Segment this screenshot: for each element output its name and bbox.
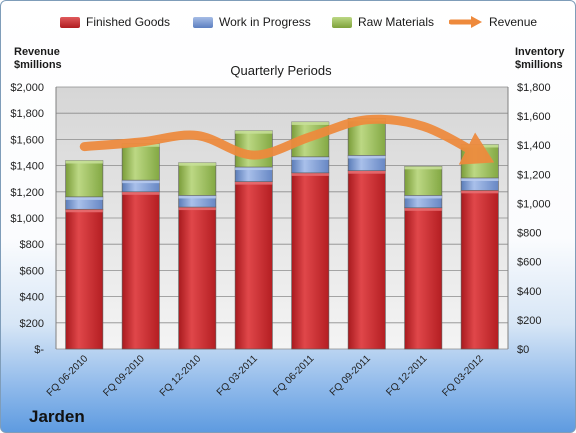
raw-materials-bar xyxy=(178,162,217,196)
raw-materials-bar-highlight xyxy=(178,162,216,166)
work-in-progress-bar-highlight xyxy=(348,155,386,159)
left-axis-title-line2: $millions xyxy=(14,59,62,71)
finished-goods-bar xyxy=(291,172,330,350)
finished-goods-bar-highlight xyxy=(122,191,160,195)
left-tick-label: $1,600 xyxy=(10,134,44,146)
legend-label-raw-materials: Raw Materials xyxy=(358,15,435,29)
right-tick-label: $1,800 xyxy=(517,82,551,94)
raw-materials-bar-highlight xyxy=(404,166,442,170)
right-axis-title-line2: $millions xyxy=(515,59,563,71)
revenue-line xyxy=(79,114,495,165)
right-tick-label: $600 xyxy=(517,257,541,269)
right-tick-label: $400 xyxy=(517,286,541,298)
work-in-progress-bar-highlight xyxy=(461,177,499,181)
x-tick-label: FQ 06-2010 xyxy=(45,353,91,399)
company-name: Jarden xyxy=(29,407,85,426)
raw-materials-bar xyxy=(65,160,104,198)
legend-label-revenue: Revenue xyxy=(489,15,538,29)
raw-materials-bar-highlight xyxy=(65,160,103,164)
finished-goods-bar xyxy=(404,207,443,350)
work-in-progress-bar-highlight xyxy=(65,196,103,200)
plot-title: Quarterly Periods xyxy=(230,63,332,78)
left-axis-title-line1: Revenue xyxy=(14,46,60,58)
finished-goods-bar-highlight xyxy=(65,209,103,213)
left-tick-label: $1,800 xyxy=(10,108,44,120)
right-axis-title: Inventory $millions xyxy=(515,46,565,72)
work-in-progress-bar-highlight xyxy=(178,195,216,199)
left-axis-title: Revenue $millions xyxy=(14,46,62,72)
left-tick-label: $- xyxy=(34,344,44,356)
right-tick-label: $1,400 xyxy=(517,140,551,152)
left-tick-label: $400 xyxy=(20,292,44,304)
right-tick-label: $1,000 xyxy=(517,198,551,210)
legend-label-finished-goods: Finished Goods xyxy=(86,15,171,29)
right-tick-label: $1,200 xyxy=(517,169,551,181)
legend-label-work-in-progress: Work in Progress xyxy=(219,15,311,29)
finished-goods-bar xyxy=(178,206,217,350)
finished-goods-swatch xyxy=(60,16,80,28)
x-tick-label: FQ 12-2011 xyxy=(384,353,429,398)
legend-item-revenue: Revenue xyxy=(449,15,537,29)
work-in-progress-swatch xyxy=(193,16,213,28)
right-tick-label: $800 xyxy=(517,228,541,240)
right-tick-label: $200 xyxy=(517,315,541,327)
left-tick-label: $2,000 xyxy=(10,82,44,94)
raw-materials-bar xyxy=(121,143,160,181)
left-tick-label: $1,200 xyxy=(10,187,44,199)
finished-goods-bar xyxy=(347,170,386,350)
revenue-arrow-swatch xyxy=(449,16,482,28)
finished-goods-bar-highlight xyxy=(404,207,442,211)
legend-item-raw-materials: Raw Materials xyxy=(332,15,434,29)
x-tick-label: FQ 03-2011 xyxy=(215,353,260,398)
finished-goods-bar xyxy=(65,208,104,350)
x-tick-label: FQ 09-2011 xyxy=(328,353,373,398)
work-in-progress-bar-highlight xyxy=(404,195,442,199)
work-in-progress-bar-highlight xyxy=(122,180,160,184)
finished-goods-bar xyxy=(460,190,499,350)
raw-materials-bar-highlight xyxy=(291,121,329,125)
finished-goods-bar xyxy=(234,181,273,350)
left-tick-label: $200 xyxy=(20,318,44,330)
finished-goods-bar-highlight xyxy=(461,190,499,194)
x-tick-label: FQ 03-2012 xyxy=(440,353,486,399)
right-tick-label: $1,600 xyxy=(517,111,551,123)
left-tick-label: $800 xyxy=(20,239,44,251)
right-axis-title-line1: Inventory xyxy=(515,46,565,58)
right-tick-label: $0 xyxy=(517,344,529,356)
x-tick-label: FQ 09-2010 xyxy=(101,353,147,399)
finished-goods-bar-highlight xyxy=(291,172,329,176)
finished-goods-bar-highlight xyxy=(235,181,273,185)
legend-item-work-in-progress: Work in Progress xyxy=(193,15,311,29)
raw-materials-bar xyxy=(404,166,443,196)
work-in-progress-bar-highlight xyxy=(291,156,329,160)
finished-goods-bar-highlight xyxy=(348,170,386,174)
raw-materials-swatch xyxy=(332,16,352,28)
legend-item-finished-goods: Finished Goods xyxy=(60,15,170,29)
x-tick-label: FQ 12-2010 xyxy=(158,353,204,399)
left-tick-label: $1,000 xyxy=(10,213,44,225)
work-in-progress-bar-highlight xyxy=(235,167,273,171)
finished-goods-bar-highlight xyxy=(178,207,216,211)
left-tick-label: $600 xyxy=(20,265,44,277)
raw-materials-bar-highlight xyxy=(235,130,273,134)
x-tick-label: FQ 06-2011 xyxy=(271,353,316,398)
finished-goods-bar xyxy=(121,191,160,350)
legend: Finished Goods Work in Progress Raw Mate… xyxy=(1,15,575,35)
left-tick-label: $1,400 xyxy=(10,161,44,173)
